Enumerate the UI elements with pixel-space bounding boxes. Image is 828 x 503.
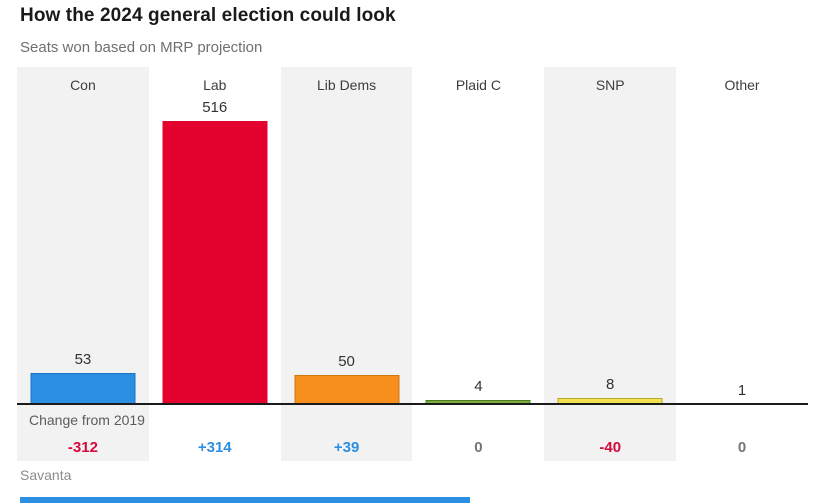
column-lab: Lab 516 +314: [149, 67, 281, 461]
column-con: Con 53 Change from 2019 -312: [17, 67, 149, 461]
chart-subtitle: Seats won based on MRP projection: [20, 39, 263, 56]
bar-chart: Con 53 Change from 2019 -312 Lab 516 +31…: [17, 67, 808, 461]
x-axis-line: [17, 403, 808, 405]
change-value-snp: -40: [599, 439, 622, 456]
change-value-lab: +314: [197, 439, 232, 456]
bar-value-plaidc: 4: [474, 378, 483, 395]
column-snp: SNP 8 -40: [544, 67, 677, 461]
column-label-snp: SNP: [595, 77, 625, 93]
change-row-label: Change from 2019: [29, 412, 145, 428]
column-label-libdems: Lib Dems: [317, 77, 377, 93]
chart-title: How the 2024 general election could look: [20, 5, 396, 26]
column-label-lab: Lab: [203, 77, 227, 93]
source-label: Savanta: [20, 467, 72, 483]
change-value-libdems: +39: [333, 439, 360, 456]
bar-value-other: 1: [737, 382, 747, 399]
bar-value-snp: 8: [606, 376, 615, 393]
column-plaidc: Plaid C 4 0: [412, 67, 544, 461]
chart-columns: Con 53 Change from 2019 -312 Lab 516 +31…: [17, 67, 808, 461]
column-libdems: Lib Dems 50 +39: [280, 67, 413, 461]
bar-con: [30, 373, 136, 404]
bar-value-libdems: 50: [338, 353, 355, 370]
column-other: Other 1 0: [676, 67, 808, 461]
column-label-other: Other: [724, 77, 760, 93]
change-value-other: 0: [737, 439, 747, 456]
bar-value-con: 53: [74, 351, 92, 368]
column-label-plaidc: Plaid C: [455, 77, 501, 93]
bottom-accent-bar: [20, 497, 470, 503]
bar-libdems: [294, 375, 400, 404]
change-value-con: -312: [67, 439, 98, 456]
bar-lab: [162, 121, 268, 404]
column-label-con: Con: [70, 77, 96, 93]
bar-value-lab: 516: [202, 99, 228, 116]
change-value-plaidc: 0: [474, 439, 483, 456]
